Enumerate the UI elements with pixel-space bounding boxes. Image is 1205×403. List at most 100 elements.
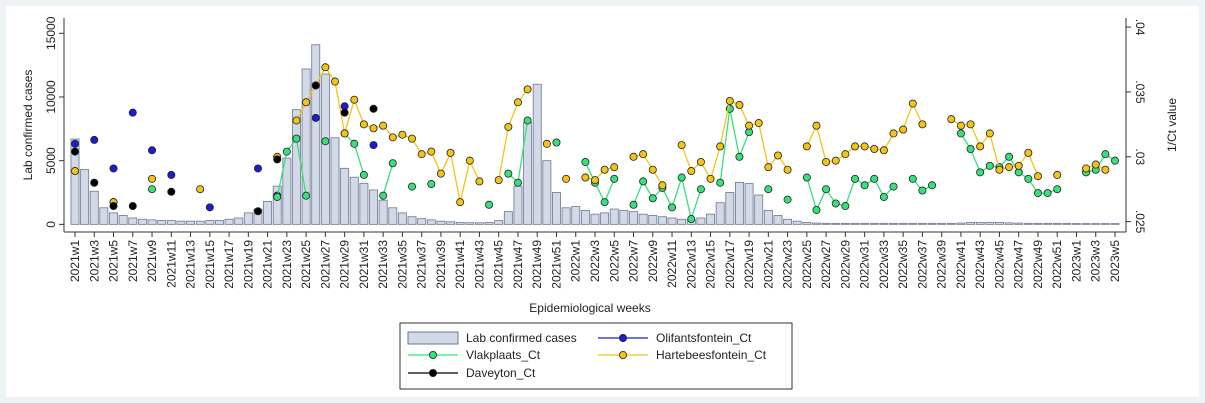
series-marker bbox=[822, 185, 831, 194]
series-marker bbox=[1014, 161, 1023, 170]
bar bbox=[869, 222, 879, 225]
legend-label: Hartebeesfontein_Ct bbox=[656, 348, 767, 362]
y-tick-label: 10000 bbox=[44, 80, 58, 114]
bar bbox=[1062, 222, 1072, 225]
series-marker bbox=[976, 168, 985, 177]
x-tick-label: 2022w49 bbox=[1031, 240, 1045, 289]
bar bbox=[80, 169, 90, 225]
bar bbox=[128, 217, 138, 225]
bar bbox=[975, 222, 985, 225]
x-tick-label: 2022w11 bbox=[665, 240, 679, 288]
bar bbox=[812, 222, 821, 225]
series-marker bbox=[167, 187, 176, 196]
series-marker bbox=[581, 157, 590, 166]
series-marker bbox=[956, 129, 965, 138]
bar bbox=[1100, 223, 1110, 225]
bar bbox=[330, 137, 340, 225]
series-marker bbox=[523, 85, 532, 94]
x-tick-label: 2021w13 bbox=[184, 240, 198, 289]
series-marker bbox=[976, 142, 985, 151]
x-tick-label: 2022w3 bbox=[588, 240, 602, 282]
y2-tick-label: .03 bbox=[1133, 148, 1147, 165]
legend-label: Daveyton_Ct bbox=[466, 366, 536, 380]
series-marker bbox=[253, 207, 262, 216]
bar bbox=[792, 220, 802, 225]
bar bbox=[966, 222, 975, 225]
series-marker bbox=[870, 144, 879, 153]
legend bbox=[399, 322, 793, 390]
bar bbox=[696, 217, 706, 225]
x-tick-label: 2021w29 bbox=[338, 240, 352, 289]
series-marker bbox=[196, 185, 205, 194]
series-marker bbox=[408, 182, 417, 191]
bar bbox=[407, 216, 417, 225]
series-marker bbox=[398, 130, 407, 139]
bar bbox=[359, 183, 369, 225]
series-marker bbox=[908, 174, 917, 183]
series-marker bbox=[71, 167, 80, 176]
bar bbox=[282, 157, 292, 225]
x-tick-label: 2021w1 bbox=[68, 240, 82, 282]
series-marker bbox=[1101, 165, 1110, 174]
series-marker bbox=[205, 203, 214, 212]
x-tick-label: 2022w19 bbox=[742, 240, 756, 289]
bar bbox=[542, 160, 552, 225]
x-axis-title: Epidemiological weeks bbox=[529, 301, 650, 315]
series-marker bbox=[359, 120, 368, 129]
series-marker bbox=[899, 125, 908, 134]
x-tick-label: 2022w25 bbox=[800, 240, 814, 289]
series-marker bbox=[427, 147, 436, 156]
series-marker bbox=[889, 129, 898, 138]
y2-axis-title: 1/Ct value bbox=[1165, 98, 1179, 152]
x-tick-label: 2022w27 bbox=[819, 240, 833, 289]
series-marker bbox=[369, 104, 378, 113]
bar bbox=[1091, 223, 1101, 225]
series-marker bbox=[379, 121, 388, 130]
series-marker bbox=[340, 108, 349, 117]
series-marker bbox=[822, 157, 831, 166]
series-marker bbox=[1033, 189, 1042, 198]
series-marker bbox=[677, 173, 686, 182]
bar bbox=[243, 212, 253, 225]
series-marker bbox=[706, 174, 715, 183]
bar bbox=[272, 185, 282, 225]
series-marker bbox=[1111, 156, 1120, 165]
series-marker bbox=[71, 139, 80, 148]
series-marker bbox=[340, 129, 349, 138]
series-marker bbox=[1101, 150, 1110, 159]
series-marker bbox=[812, 205, 821, 214]
bar bbox=[571, 206, 581, 225]
series-marker bbox=[841, 202, 850, 211]
x-tick-label: 2022w45 bbox=[992, 240, 1006, 289]
series-marker bbox=[696, 157, 705, 166]
x-tick-label: 2021w49 bbox=[530, 240, 544, 289]
bar bbox=[995, 222, 1004, 225]
bar bbox=[118, 215, 128, 225]
series-marker bbox=[802, 173, 811, 182]
series-marker bbox=[542, 139, 551, 148]
series-marker bbox=[167, 170, 176, 179]
series-marker bbox=[388, 159, 397, 168]
series-marker bbox=[523, 116, 532, 125]
bar bbox=[783, 218, 793, 225]
bar bbox=[879, 222, 889, 225]
bar bbox=[1014, 222, 1024, 225]
bar bbox=[417, 218, 427, 225]
x-tick-label: 2022w7 bbox=[627, 240, 641, 282]
x-tick-label: 2022w13 bbox=[684, 240, 698, 289]
bar bbox=[715, 202, 725, 225]
series-marker bbox=[90, 135, 99, 144]
x-tick-label: 2022w1 bbox=[569, 240, 583, 282]
series-marker bbox=[1043, 189, 1052, 198]
x-tick-label: 2021w27 bbox=[318, 240, 332, 289]
bar bbox=[186, 220, 195, 225]
series-marker bbox=[494, 176, 503, 185]
series-marker bbox=[485, 200, 494, 209]
series-marker bbox=[831, 199, 840, 208]
series-marker bbox=[1053, 185, 1062, 194]
series-marker bbox=[918, 186, 927, 195]
y2-tick-label: .04 bbox=[1133, 19, 1147, 36]
bar bbox=[446, 221, 455, 225]
bar bbox=[224, 218, 234, 225]
series-marker bbox=[966, 144, 975, 153]
